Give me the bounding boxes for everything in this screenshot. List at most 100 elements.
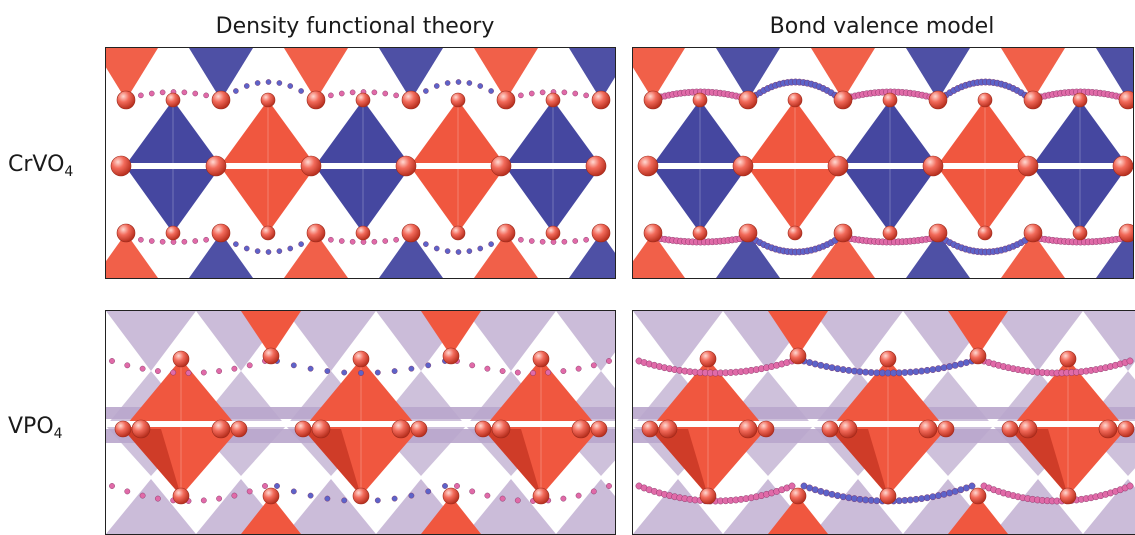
oxygen-atom xyxy=(834,91,852,109)
migration-path-upper xyxy=(591,363,596,368)
migration-path-lower xyxy=(394,237,399,242)
oxygen-atom xyxy=(231,421,247,437)
migration-path-upper xyxy=(546,370,551,375)
migration-path-lower xyxy=(941,491,947,497)
migration-path-upper xyxy=(186,370,191,375)
migration-path-lower xyxy=(969,483,975,489)
oxygen-atom xyxy=(1060,488,1076,504)
migration-path-lower xyxy=(573,238,578,243)
vpo4-bond-valence-structure xyxy=(633,311,1135,534)
panel-vpo4-dft xyxy=(105,310,616,535)
migration-path-lower xyxy=(467,249,472,254)
migration-path-lower xyxy=(392,496,397,501)
migration-path-lower xyxy=(454,483,459,488)
migration-path-lower xyxy=(789,483,795,489)
migration-path-lower xyxy=(562,239,567,244)
oxygen-atom xyxy=(546,93,560,107)
migration-path-lower xyxy=(342,498,347,503)
migration-path-upper xyxy=(935,365,941,371)
migration-path-upper xyxy=(470,363,475,368)
panel-crvo4-dft xyxy=(105,47,616,279)
oxygen-atom xyxy=(1024,91,1042,109)
migration-path-upper xyxy=(445,80,450,85)
migration-path-upper xyxy=(204,93,209,98)
migration-path-upper xyxy=(823,363,829,369)
channel xyxy=(106,421,615,427)
oxygen-atom xyxy=(212,224,230,242)
oxygen-atom xyxy=(396,156,416,176)
migration-path-upper xyxy=(160,90,165,95)
migration-path-upper xyxy=(232,366,237,371)
migration-path-upper xyxy=(941,364,947,370)
migration-path-upper xyxy=(109,358,114,363)
oxygen-atom xyxy=(115,421,131,437)
migration-path-upper xyxy=(963,359,969,365)
migration-path-upper xyxy=(247,363,252,368)
oxygen-atom xyxy=(693,93,707,107)
migration-path-lower xyxy=(478,246,483,251)
migration-path-upper xyxy=(924,367,930,373)
oxygen-atom xyxy=(591,421,607,437)
migration-path-upper xyxy=(576,366,581,371)
migration-path-lower xyxy=(485,493,490,498)
migration-path-upper xyxy=(138,93,143,98)
row-label-vpo4: VPO4 xyxy=(8,414,63,442)
oxygen-atom xyxy=(883,93,897,107)
oxygen-atom xyxy=(880,351,896,367)
migration-path-lower xyxy=(846,495,852,501)
vpo4-dft-structure xyxy=(106,311,615,534)
migration-path-upper xyxy=(140,366,145,371)
oxygen-atom xyxy=(1073,93,1087,107)
migration-path-lower xyxy=(193,238,198,243)
oxygen-atom xyxy=(659,420,677,438)
oxygen-atom xyxy=(638,156,658,176)
oxygen-atom xyxy=(117,91,135,109)
migration-path-lower xyxy=(109,483,114,488)
oxygen-atom xyxy=(938,421,954,437)
migration-path-lower xyxy=(540,239,545,244)
oxygen-atom xyxy=(166,226,180,240)
oxygen-atom xyxy=(739,420,757,438)
migration-path-lower xyxy=(350,239,355,244)
migration-path-upper xyxy=(846,367,852,373)
migration-path-lower xyxy=(140,493,145,498)
oxygen-atom xyxy=(739,91,757,109)
migration-path-upper xyxy=(573,91,578,96)
migration-path-upper xyxy=(216,368,221,373)
oxygen-atom xyxy=(1024,224,1042,242)
oxygen-atom xyxy=(261,226,275,240)
migration-path-upper xyxy=(171,370,176,375)
oxygen-atom xyxy=(834,224,852,242)
crvo4-bond-valence-structure xyxy=(633,48,1133,278)
migration-path-lower xyxy=(812,487,818,493)
migration-path-upper xyxy=(913,368,919,374)
migration-path-lower xyxy=(924,495,930,501)
migration-path-lower xyxy=(247,489,252,494)
migration-path-upper xyxy=(434,83,439,88)
migration-path-lower xyxy=(829,491,835,497)
oxygen-atom xyxy=(312,420,330,438)
migration-path-lower xyxy=(818,488,824,494)
migration-path-lower xyxy=(857,496,863,502)
oxygen-atom xyxy=(733,156,753,176)
oxygen-atom xyxy=(212,420,230,438)
migration-path-lower xyxy=(155,496,160,501)
migration-path-lower xyxy=(529,238,534,243)
row-label-crvo4: CrVO4 xyxy=(8,152,73,180)
migration-path-upper xyxy=(358,370,363,375)
migration-path-upper xyxy=(423,88,428,93)
oxygen-atom xyxy=(700,488,716,504)
oxygen-atom xyxy=(1099,420,1117,438)
migration-path-upper xyxy=(277,80,282,85)
migration-path-lower xyxy=(434,246,439,251)
migration-path-upper xyxy=(562,90,567,95)
migration-path-lower xyxy=(1127,483,1133,489)
oxygen-atom xyxy=(790,488,806,504)
oxygen-atom xyxy=(644,224,662,242)
migration-path-lower xyxy=(561,496,566,501)
migration-path-upper xyxy=(266,79,271,84)
oxygen-atom xyxy=(173,488,189,504)
oxygen-atom xyxy=(546,226,560,240)
oxygen-atom xyxy=(533,351,549,367)
migration-path-upper xyxy=(829,364,835,370)
